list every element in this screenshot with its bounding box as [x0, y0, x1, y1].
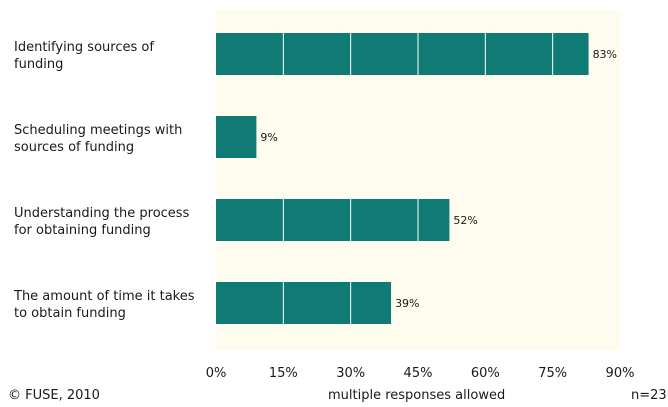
x-tick-label: 0%: [206, 366, 227, 381]
bar: [216, 199, 450, 241]
bar: [216, 282, 392, 324]
bar-value-label: 39%: [395, 297, 419, 310]
x-tick-label: 75%: [538, 366, 567, 381]
category-label: Scheduling meetings with: [14, 123, 182, 138]
bar: [216, 116, 257, 158]
bar: [216, 33, 589, 75]
category-label: Identifying sources of: [14, 40, 154, 55]
copyright-note: © FUSE, 2010: [8, 388, 100, 403]
category-label: funding: [14, 57, 63, 72]
value-labels: 83% 9% 52% 39%: [260, 48, 617, 310]
category-label: The amount of time it takes: [13, 289, 195, 304]
x-tick-label: 15%: [269, 366, 298, 381]
category-labels: Identifying sources of funding Scheduling …: [13, 40, 195, 321]
bar-value-label: 52%: [453, 214, 477, 227]
category-label: to obtain funding: [14, 306, 126, 321]
bar-value-label: 9%: [260, 131, 277, 144]
x-tick-label: 90%: [606, 366, 635, 381]
sample-size-label: n=23: [631, 388, 667, 403]
bars-group: [216, 33, 589, 324]
category-label: Understanding the process: [14, 206, 190, 221]
category-label: for obtaining funding: [14, 223, 151, 238]
x-tick-label: 30%: [336, 366, 365, 381]
category-label: sources of funding: [14, 140, 134, 155]
x-tick-label: 60%: [471, 366, 500, 381]
bar-value-label: 83%: [593, 48, 617, 61]
multiple-responses-note: multiple responses allowed: [328, 388, 506, 403]
x-tick-label: 45%: [404, 366, 433, 381]
x-axis-tick-labels: 0% 15% 30% 45% 60% 75% 90%: [206, 366, 635, 381]
